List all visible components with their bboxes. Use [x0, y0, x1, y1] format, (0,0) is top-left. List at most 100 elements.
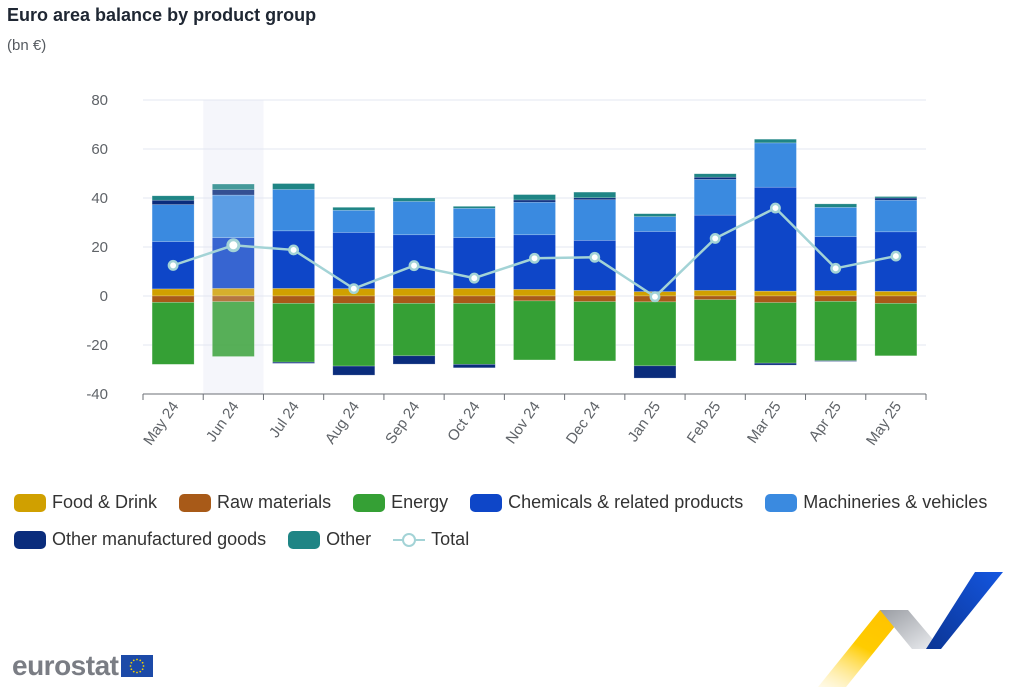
total-point[interactable] — [709, 232, 721, 244]
total-point[interactable] — [890, 250, 902, 262]
bar-segment-energy[interactable] — [452, 303, 496, 365]
bar-segment-machinery[interactable] — [392, 201, 436, 236]
bar-segment-food-drink[interactable] — [814, 290, 857, 297]
legend-item-raw-materials[interactable]: Raw materials — [179, 492, 331, 513]
bar-segment-machinery[interactable] — [754, 142, 797, 188]
bar-segment-food-drink[interactable] — [212, 288, 255, 297]
bar-segment-raw-materials[interactable] — [452, 295, 496, 304]
legend-item-food-drink[interactable]: Food & Drink — [14, 492, 157, 513]
bar-segment-raw-materials[interactable] — [212, 295, 255, 302]
bar-segment-food-drink[interactable] — [513, 289, 556, 297]
bar-segment-other[interactable] — [814, 203, 857, 208]
bar-segment-machinery[interactable] — [513, 201, 556, 236]
bar-segment-raw-materials[interactable] — [693, 295, 737, 300]
legend-item-total[interactable]: Total — [393, 529, 469, 550]
bar-segment-other-manufactured[interactable] — [392, 355, 436, 365]
bar-segment-other-manufactured[interactable] — [874, 197, 918, 201]
bar-segment-other[interactable] — [693, 173, 737, 178]
bar-segment-machinery[interactable] — [272, 189, 315, 232]
bar-segment-food-drink[interactable] — [754, 290, 797, 297]
bar-segment-food-drink[interactable] — [392, 288, 436, 297]
bar-segment-raw-materials[interactable] — [513, 295, 556, 302]
bar-segment-other-manufactured[interactable] — [332, 365, 376, 376]
bar-segment-other-manufactured[interactable] — [452, 364, 496, 369]
bar-stack[interactable] — [693, 173, 737, 362]
bar-segment-other[interactable] — [633, 213, 677, 217]
bar-segment-other-manufactured[interactable] — [754, 362, 797, 366]
bar-stack[interactable] — [814, 203, 857, 362]
legend-item-chemicals[interactable]: Chemicals & related products — [470, 492, 743, 513]
bar-segment-other-manufactured[interactable] — [814, 360, 857, 362]
bar-segment-machinery[interactable] — [151, 204, 195, 242]
bar-segment-food-drink[interactable] — [573, 290, 617, 297]
bar-segment-machinery[interactable] — [452, 207, 496, 238]
bar-segment-other-manufactured[interactable] — [151, 199, 195, 205]
bar-segment-machinery[interactable] — [814, 207, 857, 238]
total-point[interactable] — [288, 244, 300, 256]
total-point[interactable] — [529, 252, 540, 264]
bar-segment-other[interactable] — [212, 183, 255, 190]
bar-segment-raw-materials[interactable] — [332, 295, 376, 304]
bar-segment-other[interactable] — [392, 197, 436, 202]
bar-segment-energy[interactable] — [392, 303, 436, 357]
bar-segment-other[interactable] — [272, 183, 315, 190]
bar-segment-raw-materials[interactable] — [874, 295, 918, 304]
bar-segment-energy[interactable] — [151, 302, 195, 365]
total-point[interactable] — [226, 238, 241, 253]
bar-segment-other[interactable] — [754, 138, 797, 144]
bar-stack[interactable] — [392, 197, 436, 365]
bar-segment-food-drink[interactable] — [151, 288, 195, 297]
bar-segment-food-drink[interactable] — [452, 288, 496, 297]
bar-segment-other-manufactured[interactable] — [513, 199, 556, 203]
bar-segment-other[interactable] — [332, 207, 376, 211]
bar-stack[interactable] — [212, 183, 255, 357]
bar-segment-raw-materials[interactable] — [151, 295, 195, 303]
bar-stack[interactable] — [332, 207, 376, 376]
bar-segment-raw-materials[interactable] — [392, 295, 436, 304]
total-point[interactable] — [649, 291, 661, 303]
bar-segment-food-drink[interactable] — [874, 291, 918, 297]
bar-segment-raw-materials[interactable] — [272, 295, 315, 304]
bar-segment-energy[interactable] — [332, 303, 376, 367]
bar-segment-other[interactable] — [874, 196, 918, 199]
bar-segment-energy[interactable] — [754, 302, 797, 364]
bar-stack[interactable] — [513, 194, 556, 361]
bar-segment-other[interactable] — [151, 195, 195, 201]
bar-segment-energy[interactable] — [693, 299, 737, 362]
bar-segment-raw-materials[interactable] — [814, 295, 857, 302]
bar-stack[interactable] — [452, 206, 496, 369]
bar-segment-energy[interactable] — [633, 301, 677, 367]
bar-segment-other-manufactured[interactable] — [633, 365, 677, 379]
legend-item-energy[interactable]: Energy — [353, 492, 448, 513]
bar-segment-machinery[interactable] — [332, 209, 376, 233]
legend-item-other[interactable]: Other — [288, 529, 371, 550]
bar-segment-machinery[interactable] — [573, 199, 617, 241]
bar-segment-other[interactable] — [513, 194, 556, 201]
bar-segment-energy[interactable] — [212, 301, 255, 357]
bar-segment-food-drink[interactable] — [693, 290, 737, 297]
bar-segment-food-drink[interactable] — [272, 288, 315, 297]
total-point[interactable] — [830, 262, 842, 274]
total-point[interactable] — [408, 260, 420, 272]
total-point[interactable] — [348, 283, 360, 295]
bar-segment-energy[interactable] — [513, 300, 556, 361]
bar-stack[interactable] — [272, 183, 315, 364]
bar-stack[interactable] — [151, 195, 195, 365]
bar-segment-other-manufactured[interactable] — [693, 176, 737, 180]
bar-stack[interactable] — [573, 191, 617, 362]
bar-segment-energy[interactable] — [272, 303, 315, 363]
bar-segment-other-manufactured[interactable] — [212, 189, 255, 196]
bar-segment-machinery[interactable] — [633, 216, 677, 232]
legend-item-other-manufactured[interactable]: Other manufactured goods — [14, 529, 266, 550]
bar-segment-chemicals[interactable] — [573, 240, 617, 291]
bar-stack[interactable] — [754, 138, 797, 366]
total-point[interactable] — [468, 272, 480, 284]
bar-segment-machinery[interactable] — [874, 199, 918, 233]
bar-segment-energy[interactable] — [814, 301, 857, 361]
bar-segment-energy[interactable] — [874, 303, 918, 357]
bar-segment-other[interactable] — [573, 191, 617, 199]
bar-segment-chemicals[interactable] — [874, 231, 918, 292]
bar-segment-machinery[interactable] — [212, 194, 255, 238]
bar-stack[interactable] — [874, 196, 918, 357]
bar-segment-raw-materials[interactable] — [754, 295, 797, 303]
